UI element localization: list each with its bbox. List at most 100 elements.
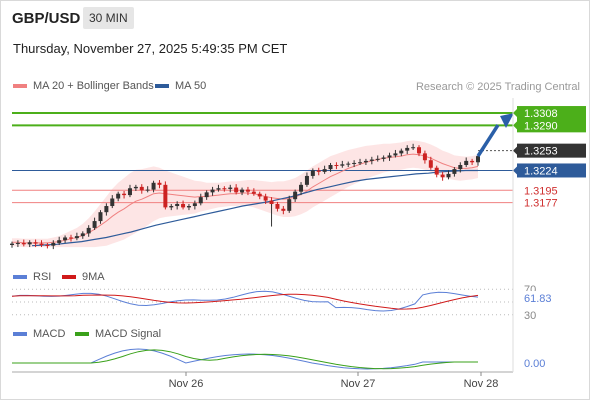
- candle-up: [328, 165, 333, 170]
- candle-up: [369, 159, 374, 161]
- candle-up: [116, 193, 121, 199]
- x-tick-label: Nov 26: [169, 378, 204, 390]
- candle-up: [381, 157, 386, 159]
- candle-down: [33, 242, 38, 244]
- candle-up: [446, 173, 451, 178]
- candle-down: [139, 186, 144, 191]
- candle-down: [316, 170, 321, 172]
- candle-up: [192, 203, 197, 207]
- candle-down: [68, 237, 73, 239]
- candle-up: [133, 186, 138, 189]
- candle-up: [458, 165, 463, 170]
- legend-ma50: MA 50: [155, 80, 206, 92]
- candle-up: [476, 156, 480, 163]
- candle-down: [470, 160, 475, 163]
- candle-down: [334, 165, 339, 167]
- candle-down: [257, 193, 262, 197]
- ma50-swatch: [155, 84, 169, 88]
- candle-up: [375, 158, 380, 160]
- price-tag-resistance: 1.3290: [524, 120, 558, 132]
- x-tick-label: Nov 27: [341, 378, 376, 390]
- rsi-last-value: 61.83: [524, 293, 552, 305]
- candle-down: [275, 203, 280, 209]
- x-tick-label: Nov 28: [464, 378, 499, 390]
- candle-up: [452, 169, 457, 174]
- candle-up: [310, 170, 315, 176]
- candle-up: [15, 242, 20, 244]
- price-tag-pivot: 1.3224: [524, 165, 558, 177]
- candle-down: [251, 191, 256, 194]
- candle-down: [281, 208, 286, 211]
- candle-up: [63, 237, 68, 241]
- candle-down: [434, 167, 439, 175]
- candle-up: [346, 163, 351, 165]
- candle-down: [45, 245, 50, 246]
- macd-signal-line: [12, 349, 478, 370]
- candle-up: [51, 242, 56, 246]
- price-tag-support: 1.3195: [524, 185, 558, 197]
- candle-up: [464, 160, 469, 166]
- candle-up: [228, 187, 233, 189]
- rsi-tick-30: 30: [524, 310, 536, 322]
- candle-down: [21, 242, 26, 245]
- rsi-ma-line: [11, 293, 479, 310]
- price-tag-resistance: 1.3308: [524, 108, 558, 120]
- rsi-ma-swatch: [62, 275, 76, 279]
- forecast-arrow-head: [500, 113, 514, 129]
- candle-up: [198, 197, 203, 204]
- candle-up: [104, 206, 109, 213]
- price-tag-bg: [517, 163, 586, 178]
- ma50-line: [31, 169, 478, 247]
- candle-down: [269, 200, 274, 204]
- ma20-swatch: [13, 84, 27, 88]
- price-tag-current: 1.3253: [524, 146, 558, 158]
- macd-line: [12, 348, 478, 370]
- candle-up: [86, 227, 91, 234]
- macd-swatch: [13, 332, 27, 336]
- macd-last-value: 0.00: [524, 358, 545, 370]
- bollinger-band: [12, 140, 478, 248]
- price-tag-pointer: [513, 166, 517, 175]
- candle-down: [234, 187, 239, 193]
- candle-up: [340, 164, 345, 166]
- legend-ma20: MA 20 + Bollinger Bands: [13, 80, 154, 92]
- candle-up: [210, 189, 215, 193]
- price-tag-bg: [517, 143, 586, 158]
- candle-down: [157, 182, 162, 185]
- candle-up: [92, 221, 97, 228]
- rsi-value-bg: [517, 291, 586, 305]
- symbol-title: GBP/USD: [12, 10, 81, 27]
- candle-up: [411, 147, 416, 149]
- candle-up: [186, 206, 191, 208]
- candle-up: [27, 242, 32, 245]
- candle-up: [358, 162, 363, 164]
- price-tag-pointer: [513, 146, 517, 155]
- candle-up: [175, 203, 180, 207]
- price-tag-bg: [517, 118, 586, 133]
- candle-up: [304, 175, 309, 185]
- candle-down: [245, 189, 250, 192]
- candle-up: [216, 188, 221, 190]
- price-tag-bg: [517, 106, 586, 121]
- price-tag-pointer: [513, 121, 517, 130]
- candle-up: [10, 243, 14, 245]
- candle-down: [417, 147, 422, 154]
- candle-up: [204, 192, 209, 198]
- candle-down: [122, 193, 127, 196]
- candle-up: [151, 182, 156, 190]
- candle-up: [393, 153, 398, 156]
- candle-up: [57, 240, 62, 243]
- price-tag-pointer: [513, 109, 517, 118]
- candle-up: [287, 199, 292, 211]
- timeframe-badge[interactable]: 30 MIN: [83, 7, 134, 29]
- candle-up: [293, 191, 298, 200]
- timestamp: Thursday, November 27, 2025 5:49:35 PM C…: [13, 41, 288, 56]
- rsi-swatch: [13, 275, 27, 279]
- legend-rsi-label: RSI: [33, 271, 52, 283]
- legend-macd-signal: MACD Signal: [75, 328, 161, 340]
- candle-down: [440, 174, 445, 178]
- candle-up: [299, 184, 304, 192]
- candle-up: [240, 189, 245, 193]
- candle-up: [405, 147, 410, 151]
